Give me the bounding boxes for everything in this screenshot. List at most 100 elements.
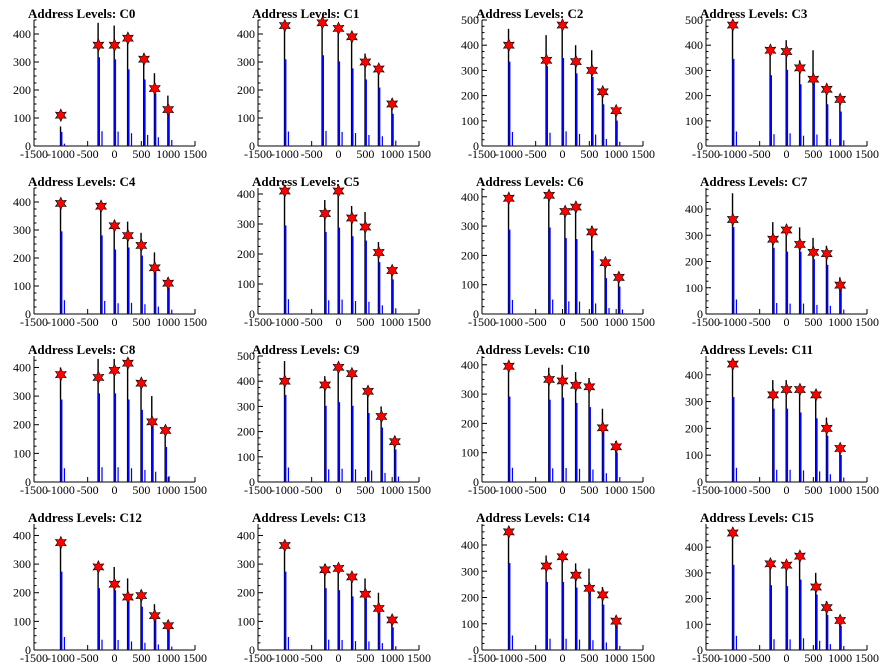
minor-bar [843,645,845,650]
x-tick-label: 500 [804,147,822,161]
y-tick-label: 0 [25,139,31,153]
y-tick-label: 100 [237,111,255,125]
minor-bar [381,305,383,314]
x-tick-label: 1500 [631,651,655,665]
chart-title: Address Levels: C10 [476,342,590,357]
minor-bar [63,143,66,146]
x-tick-label: 500 [132,147,150,161]
x-tick-label: 1500 [855,147,879,161]
x-tick-label: -1500 [20,315,48,329]
x-tick-label: 1000 [380,651,404,665]
y-tick-label: 200 [685,421,703,435]
minor-bar [735,635,738,650]
primary-bar [391,627,394,650]
peak-marker [108,363,121,378]
y-tick-label: 200 [685,89,703,103]
x-tick-label: -1000 [47,147,75,161]
peak-marker [569,378,582,393]
plot-area: 0 100 200 300 400 -1500-1000 -500 0 500 1000 1500 [13,356,207,497]
primary-bar [322,55,324,146]
primary-bar [154,617,157,650]
peak-marker [54,367,67,382]
primary-bar [772,408,775,482]
x-tick-label: -500 [749,483,771,497]
minor-bar [829,139,831,146]
primary-bar [367,413,370,482]
primary-bar [826,104,829,146]
primary-bar [575,402,578,482]
primary-bar [605,278,608,314]
minor-bar [287,299,290,314]
y-tick-label: 400 [237,528,255,542]
x-tick-label: 1000 [380,147,404,161]
minor-bar [819,471,821,482]
peak-marker [162,618,175,633]
peak-marker [386,613,399,627]
peak-marker [726,212,739,227]
minor-bar [816,134,818,146]
primary-bar [602,429,605,482]
minor-bar [117,131,119,146]
primary-bar [338,227,341,314]
primary-bar [364,240,367,314]
x-tick-label: 0 [112,483,118,497]
x-tick-label: -500 [525,315,547,329]
peak-marker [540,53,553,68]
minor-bar [549,132,551,146]
x-tick-label: 0 [112,147,118,161]
peak-marker [92,370,105,385]
x-tick-label: 1500 [407,483,431,497]
x-tick-label: 500 [580,483,598,497]
x-tick-label: -1000 [495,483,523,497]
y-tick-label: 0 [697,307,703,321]
minor-bar [130,468,133,482]
x-tick-label: 500 [356,483,374,497]
primary-bar [615,452,618,482]
x-tick-label: 0 [784,147,790,161]
y-tick-label: 400 [685,202,703,216]
peak-marker [610,439,623,454]
x-tick-label: -500 [77,315,99,329]
peak-marker [793,237,806,252]
primary-bar [284,394,287,482]
x-tick-label: -500 [749,315,771,329]
minor-bar [595,303,597,314]
peak-marker [146,414,159,429]
minor-bar [117,467,119,482]
minor-bar [63,636,66,650]
minor-bar [829,474,831,482]
x-tick-label: -1000 [271,147,299,161]
minor-bar [735,131,738,146]
peak-marker [596,587,609,602]
primary-bar [378,608,381,650]
x-tick-label: -1000 [719,147,747,161]
primary-bar [364,79,367,146]
plot-area: 0 100 200 300 400 -1500-1000 -500 0 500 1000 1500 [237,184,431,329]
peak-marker [319,206,332,221]
y-tick-label: 300 [461,387,479,401]
minor-bar [776,302,778,314]
chart-panel: Address Levels: C4 0 100 200 300 400 -1500 -100… [0,168,224,336]
y-tick-label: 500 [237,349,255,363]
primary-bar [602,604,605,650]
x-tick-label: 500 [356,147,374,161]
y-tick-label: 200 [13,83,31,97]
minor-bar [802,638,805,650]
minor-bar [511,635,514,650]
peak-marker [135,376,148,391]
y-tick-label: 300 [685,63,703,77]
primary-bar [60,399,63,482]
primary-bar [364,598,367,650]
y-tick-label: 100 [237,614,255,628]
primary-bar [60,131,63,146]
primary-bar [100,235,103,314]
peak-marker [332,360,345,375]
peak-marker [278,18,291,33]
y-tick-label: 300 [685,566,703,580]
x-tick-label: 0 [112,651,118,665]
peak-marker [780,44,793,59]
peak-marker [386,97,399,111]
peak-marker [108,218,121,233]
primary-bar [324,588,327,650]
y-tick-label: 100 [461,278,479,292]
